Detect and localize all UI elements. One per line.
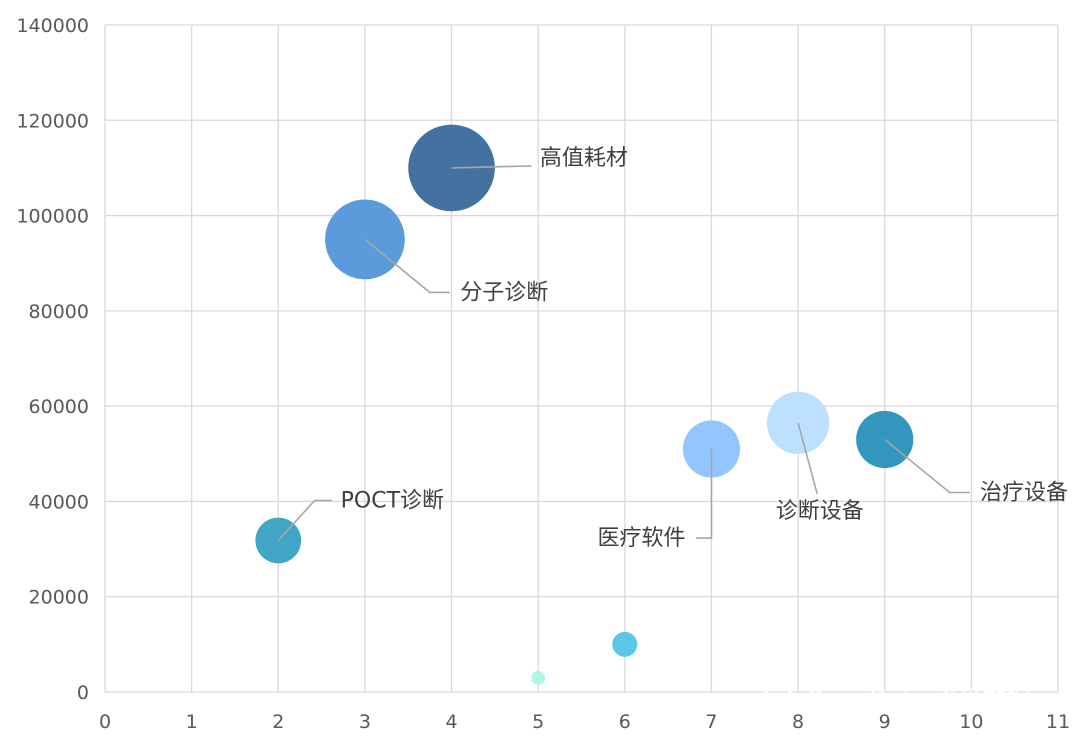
x-tick-label: 11	[1046, 711, 1070, 733]
x-tick-label: 3	[359, 711, 371, 733]
leader-line	[797, 422, 818, 495]
y-tick-label: 80000	[29, 301, 89, 323]
watermark: RimeData 来觅数据	[763, 684, 1030, 714]
leader-line	[364, 238, 450, 294]
x-tick-label: 4	[445, 711, 457, 733]
x-axis-ticks: 0 1 2 3 4 5 6 7 8 9 10 11	[99, 711, 1070, 733]
x-tick-label: 1	[186, 711, 198, 733]
bubbles	[255, 124, 914, 685]
x-tick-label: 7	[705, 711, 717, 733]
bubble	[531, 670, 546, 685]
y-tick-label: 140000	[16, 15, 89, 37]
x-tick-label: 8	[792, 711, 804, 733]
x-tick-label: 9	[879, 711, 891, 733]
grid-lines	[104, 24, 1059, 693]
leader-line	[277, 499, 332, 542]
y-tick-label: 0	[77, 682, 89, 704]
data-label: 高值耗材	[540, 146, 628, 171]
y-tick-label: 60000	[29, 396, 89, 418]
y-tick-label: 100000	[16, 206, 89, 228]
y-tick-label: 20000	[29, 587, 89, 609]
watermark-text: RimeData 来觅数据	[808, 685, 1030, 713]
wechat-icon	[763, 684, 801, 714]
x-tick-label: 0	[99, 711, 111, 733]
leader-line	[695, 449, 713, 539]
x-tick-label: 5	[532, 711, 544, 733]
leader-line	[451, 165, 532, 169]
y-axis-ticks: 0 20000 40000 60000 80000 100000 120000 140000	[16, 15, 89, 704]
data-label: 医疗软件	[597, 526, 685, 551]
y-tick-label: 120000	[16, 110, 89, 132]
x-tick-label: 6	[619, 711, 631, 733]
leader-line	[884, 438, 970, 494]
x-tick-label: 2	[272, 711, 284, 733]
data-label: 分子诊断	[460, 280, 548, 305]
bubble	[408, 124, 495, 212]
bubble	[612, 631, 638, 657]
y-tick-label: 40000	[29, 491, 89, 513]
data-label: 治疗设备	[980, 480, 1068, 505]
x-tick-label: 10	[959, 711, 983, 733]
data-label: 诊断设备	[776, 499, 864, 524]
data-label: POCT诊断	[341, 488, 444, 513]
